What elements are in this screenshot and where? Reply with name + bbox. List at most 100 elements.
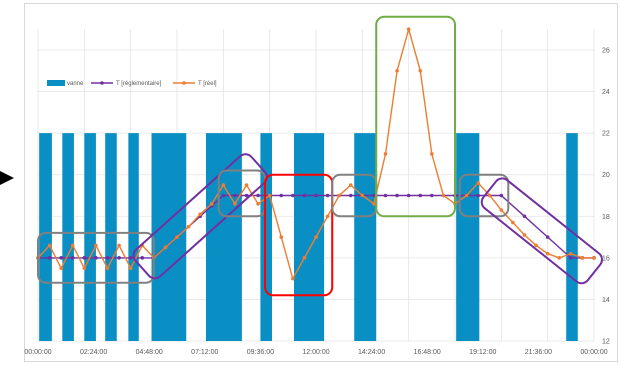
highlight-box xyxy=(37,231,155,284)
t-reel-point xyxy=(545,251,550,256)
x-tick-label: 14:24:00 xyxy=(358,349,385,356)
x-tick-label: 02:24:00 xyxy=(80,349,107,356)
legend-marker-t-reel xyxy=(182,81,186,85)
x-tick-label: 19:12:00 xyxy=(469,349,496,356)
t-reglementaire-point xyxy=(221,193,226,198)
t-reglementaire-point xyxy=(372,193,376,198)
vanne-bar xyxy=(354,133,377,341)
vanne-bar xyxy=(566,133,578,341)
vanne-bar xyxy=(84,133,96,341)
t-reglementaire-point xyxy=(325,193,330,198)
x-tick-label: 00:00:00 xyxy=(24,349,51,356)
x-tick-label: 04:48:00 xyxy=(136,349,163,356)
y-tick-label: 16 xyxy=(602,255,610,262)
vanne-bar xyxy=(151,133,187,341)
t-reglementaire-point xyxy=(430,193,434,198)
x-tick-label: 12:00:00 xyxy=(302,349,329,356)
legend-label-t-reglementaire: T [réglementaire] xyxy=(116,81,162,87)
t-reglementaire-line xyxy=(38,194,594,259)
t-reglementaire-point xyxy=(302,193,307,198)
t-reglementaire-point xyxy=(47,256,52,260)
y-tick-label: 26 xyxy=(602,48,610,55)
t-reel-point xyxy=(395,68,399,73)
x-tick-label: 21:36:00 xyxy=(525,349,552,356)
highlight-box xyxy=(132,153,268,280)
t-reglementaire-point xyxy=(140,256,145,260)
t-reel-point xyxy=(117,243,121,248)
legend-label-vanne: vanne xyxy=(67,81,84,87)
t-reel-point xyxy=(360,193,365,198)
t-reglementaire-point xyxy=(418,193,423,198)
t-reel-point xyxy=(557,256,562,260)
t-reglementaire-point xyxy=(70,256,75,260)
t-reglementaire-point xyxy=(244,193,249,198)
vanne-bar xyxy=(205,133,242,341)
y-tick-label: 18 xyxy=(602,214,610,221)
t-reglementaire-point xyxy=(233,193,237,198)
t-reel-point xyxy=(511,220,515,225)
t-reel-point xyxy=(487,193,492,198)
t-reglementaire-point xyxy=(256,193,260,198)
t-reglementaire-point xyxy=(59,256,63,260)
t-reel-point xyxy=(592,256,596,260)
t-reel-point xyxy=(163,245,168,250)
t-reglementaire-point xyxy=(348,193,353,198)
vanne-bar xyxy=(456,133,480,341)
t-reglementaire-point xyxy=(314,193,318,198)
t-reel-point xyxy=(348,183,353,187)
vanne-bar xyxy=(62,133,74,341)
t-reel-point xyxy=(291,276,295,281)
t-reel-point xyxy=(244,183,249,187)
t-reglementaire-point xyxy=(82,256,87,260)
highlight-box xyxy=(480,177,603,285)
t-reel-point xyxy=(198,212,202,217)
vanne-bar xyxy=(293,133,325,341)
y-tick-label: 24 xyxy=(602,89,610,96)
legend-swatch-vanne xyxy=(47,80,65,86)
y-tick-label: 14 xyxy=(602,297,610,304)
t-reel-point xyxy=(186,224,191,229)
t-reel-point xyxy=(267,193,272,198)
y-tick-label: 22 xyxy=(602,131,610,138)
t-reglementaire-point xyxy=(569,256,573,260)
t-reel-point xyxy=(569,251,573,256)
t-reel-point xyxy=(464,193,469,198)
t-reel-point xyxy=(430,152,434,156)
y-tick-label: 20 xyxy=(602,172,610,179)
t-reel-point xyxy=(522,233,527,237)
t-reel-point xyxy=(441,193,446,198)
vanne-bar xyxy=(105,133,117,341)
x-tick-label: 09:36:00 xyxy=(247,349,274,356)
t-reel-point xyxy=(383,152,388,156)
t-reel-point xyxy=(105,266,110,271)
t-reglementaire-point xyxy=(383,193,388,198)
t-reel-point xyxy=(499,208,504,212)
x-tick-label: 07:12:00 xyxy=(191,349,218,356)
t-reel-point xyxy=(279,235,284,239)
t-reel-point xyxy=(47,243,52,248)
t-reel-point xyxy=(406,27,411,32)
t-reel-point xyxy=(94,243,98,248)
t-reel-point xyxy=(325,214,330,219)
t-reel-point xyxy=(175,235,179,239)
highlight-box xyxy=(375,15,457,218)
t-reglementaire-point xyxy=(476,193,480,198)
t-reglementaire-point xyxy=(522,214,527,219)
t-reel-point xyxy=(337,193,341,198)
vanne-bar xyxy=(260,133,272,341)
t-reglementaire-point xyxy=(406,193,411,198)
t-reel-point xyxy=(476,181,480,185)
t-reel-point xyxy=(314,235,318,239)
vanne-bar xyxy=(128,133,139,341)
t-reel-point xyxy=(418,68,423,73)
pointer-arrow-icon xyxy=(0,171,14,185)
t-reglementaire-point xyxy=(545,235,550,239)
t-reel-point xyxy=(302,256,307,260)
t-reglementaire-point xyxy=(105,256,110,260)
t-reglementaire-point xyxy=(279,193,284,198)
t-reel-point xyxy=(70,243,75,248)
t-reel-point xyxy=(209,202,214,206)
t-reel-point xyxy=(128,266,133,271)
